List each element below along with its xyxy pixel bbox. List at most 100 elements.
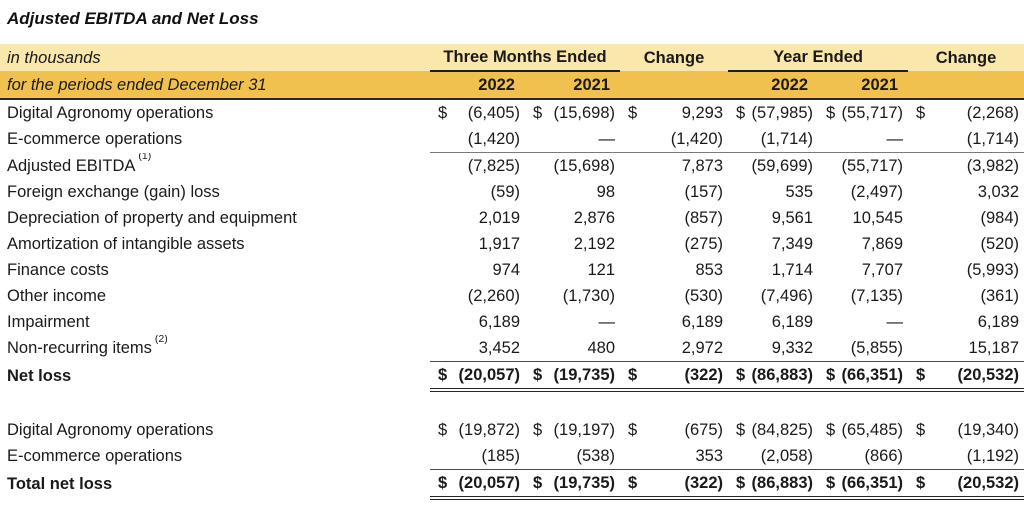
value-cell: $ (57,985) — [728, 99, 818, 126]
value-cell: $ (20,532) — [908, 469, 1024, 500]
cell-amount: (20,057) — [458, 474, 520, 492]
table-row: Non-recurring items(2) 3,452 480 2,972 9,332… — [0, 335, 1024, 362]
value-cell: (2,058) — [728, 443, 818, 470]
value-cell: $ (20,057) — [430, 469, 525, 500]
currency-symbol: $ — [826, 104, 836, 122]
cell-amount: (2,058) — [760, 447, 814, 465]
currency-symbol: $ — [916, 104, 926, 122]
value-cell: $ (15,698) — [525, 99, 620, 126]
header-year-3mo-2022: 2022 — [430, 71, 525, 100]
value-cell: 6,189 — [430, 309, 525, 335]
currency-symbol: $ — [533, 366, 543, 384]
header-row-groups: in thousands Three Months Ended Change Y… — [0, 44, 1024, 72]
currency-symbol: $ — [736, 474, 746, 492]
value-cell: (984) — [908, 205, 1024, 231]
cell-amount: 853 — [695, 261, 724, 279]
value-cell: 9,561 — [728, 205, 818, 231]
cell-amount: (1,730) — [562, 287, 616, 305]
cell-amount: (59) — [490, 183, 520, 201]
row-label: Non-recurring items(2) — [0, 335, 430, 362]
cell-amount: (361) — [980, 287, 1020, 305]
table-row: Finance costs 974 121 853 1,714 7,707 (5,993) — [0, 257, 1024, 283]
header-empty-change-1 — [620, 71, 729, 100]
row-label: Amortization of intangible assets — [7, 235, 245, 253]
header-year-3mo-2021: 2021 — [525, 71, 621, 100]
cell-amount: 98 — [596, 183, 616, 201]
cell-amount: (185) — [481, 447, 520, 465]
cell-amount: (530) — [684, 287, 724, 305]
cell-amount: (1,420) — [467, 130, 520, 148]
table-row: Other income (2,260) (1,730) (530) (7,496) (7… — [0, 283, 1024, 309]
value-cell: 2,192 — [525, 231, 620, 257]
value-cell: 353 — [620, 443, 728, 470]
value-cell: (5,855) — [818, 335, 908, 362]
cell-amount: (5,855) — [850, 339, 904, 357]
value-cell: 15,187 — [908, 335, 1024, 362]
currency-symbol: $ — [438, 474, 448, 492]
cell-amount: (66,351) — [841, 474, 904, 492]
value-cell: $ (675) — [620, 417, 728, 443]
header-caption-in-thousands: in thousands — [0, 44, 430, 71]
spacer-row — [0, 390, 1024, 417]
cell-amount: (20,532) — [957, 474, 1020, 492]
cell-amount: 2,876 — [573, 209, 616, 227]
value-cell: 6,189 — [908, 309, 1024, 335]
value-cell: $ (65,485) — [818, 417, 908, 443]
row-label: Finance costs — [7, 261, 109, 279]
cell-amount: 7,349 — [771, 235, 814, 253]
cell-amount: (675) — [684, 421, 724, 439]
value-cell: $ (322) — [620, 361, 729, 392]
currency-symbol: $ — [438, 421, 448, 439]
value-cell: 3,032 — [908, 179, 1024, 205]
table-row: Adjusted EBITDA(1) (7,825) (15,698) 7,873 (5… — [0, 153, 1024, 180]
currency-symbol: $ — [916, 366, 926, 384]
value-cell: (1,420) — [430, 126, 525, 153]
value-cell: (15,698) — [525, 153, 620, 180]
currency-symbol: $ — [533, 421, 543, 439]
cell-amount: 9,332 — [771, 339, 814, 357]
value-cell: (3,982) — [908, 153, 1024, 180]
adjusted-ebitda-net-loss-table: in thousands Three Months Ended Change Y… — [0, 44, 1024, 500]
row-label: E-commerce operations — [7, 130, 183, 149]
value-cell: $ (20,532) — [908, 361, 1024, 392]
cell-amount: — — [598, 313, 616, 331]
cell-amount: 535 — [785, 183, 814, 201]
value-cell: (530) — [620, 283, 728, 309]
header-group-three-months-ended: Three Months Ended — [430, 44, 621, 72]
value-cell: 2,019 — [430, 205, 525, 231]
cell-amount: 2,192 — [573, 235, 616, 253]
cell-amount: (275) — [684, 235, 724, 253]
table-row: Digital Agronomy operations $ (6,405) $ (15,… — [0, 99, 1024, 126]
header-caption-periods-ended: for the periods ended December 31 — [0, 71, 430, 100]
table-row: E-commerce operations (185) (538) 353 (2,058… — [0, 443, 1024, 470]
value-cell: $ (84,825) — [728, 417, 818, 443]
cell-amount: 3,032 — [977, 183, 1020, 201]
cell-amount: (1,714) — [966, 130, 1020, 148]
value-cell: 7,707 — [818, 257, 908, 283]
footnote-reference: (1) — [138, 152, 152, 163]
table-row: Impairment 6,189 — 6,189 6,189 — 6,189 — [0, 309, 1024, 335]
cell-amount: (322) — [684, 366, 724, 384]
value-cell: (275) — [620, 231, 728, 257]
row-label: E-commerce operations — [7, 447, 183, 466]
value-cell: 7,873 — [620, 153, 728, 180]
cell-amount: (84,825) — [751, 421, 814, 439]
value-cell: 7,349 — [728, 231, 818, 257]
currency-symbol: $ — [736, 366, 746, 384]
cell-amount: (19,197) — [553, 421, 616, 439]
cell-amount: — — [886, 313, 904, 331]
cell-amount: (20,532) — [957, 366, 1020, 384]
row-label: Total net loss — [7, 474, 113, 493]
cell-amount: (520) — [980, 235, 1020, 253]
cell-amount: 6,189 — [977, 313, 1020, 331]
table-row: Amortization of intangible assets 1,917 2,… — [0, 231, 1024, 257]
header-row-years: for the periods ended December 31 2022 2… — [0, 71, 1024, 100]
value-cell: $ (86,883) — [728, 469, 819, 500]
header-group-change-1: Change — [620, 44, 729, 71]
cell-amount: (86,883) — [751, 474, 814, 492]
value-cell: $ (66,351) — [818, 469, 909, 500]
value-cell: $ (66,351) — [818, 361, 909, 392]
value-cell: $ (55,717) — [818, 99, 908, 126]
value-cell: $ (19,735) — [525, 469, 621, 500]
